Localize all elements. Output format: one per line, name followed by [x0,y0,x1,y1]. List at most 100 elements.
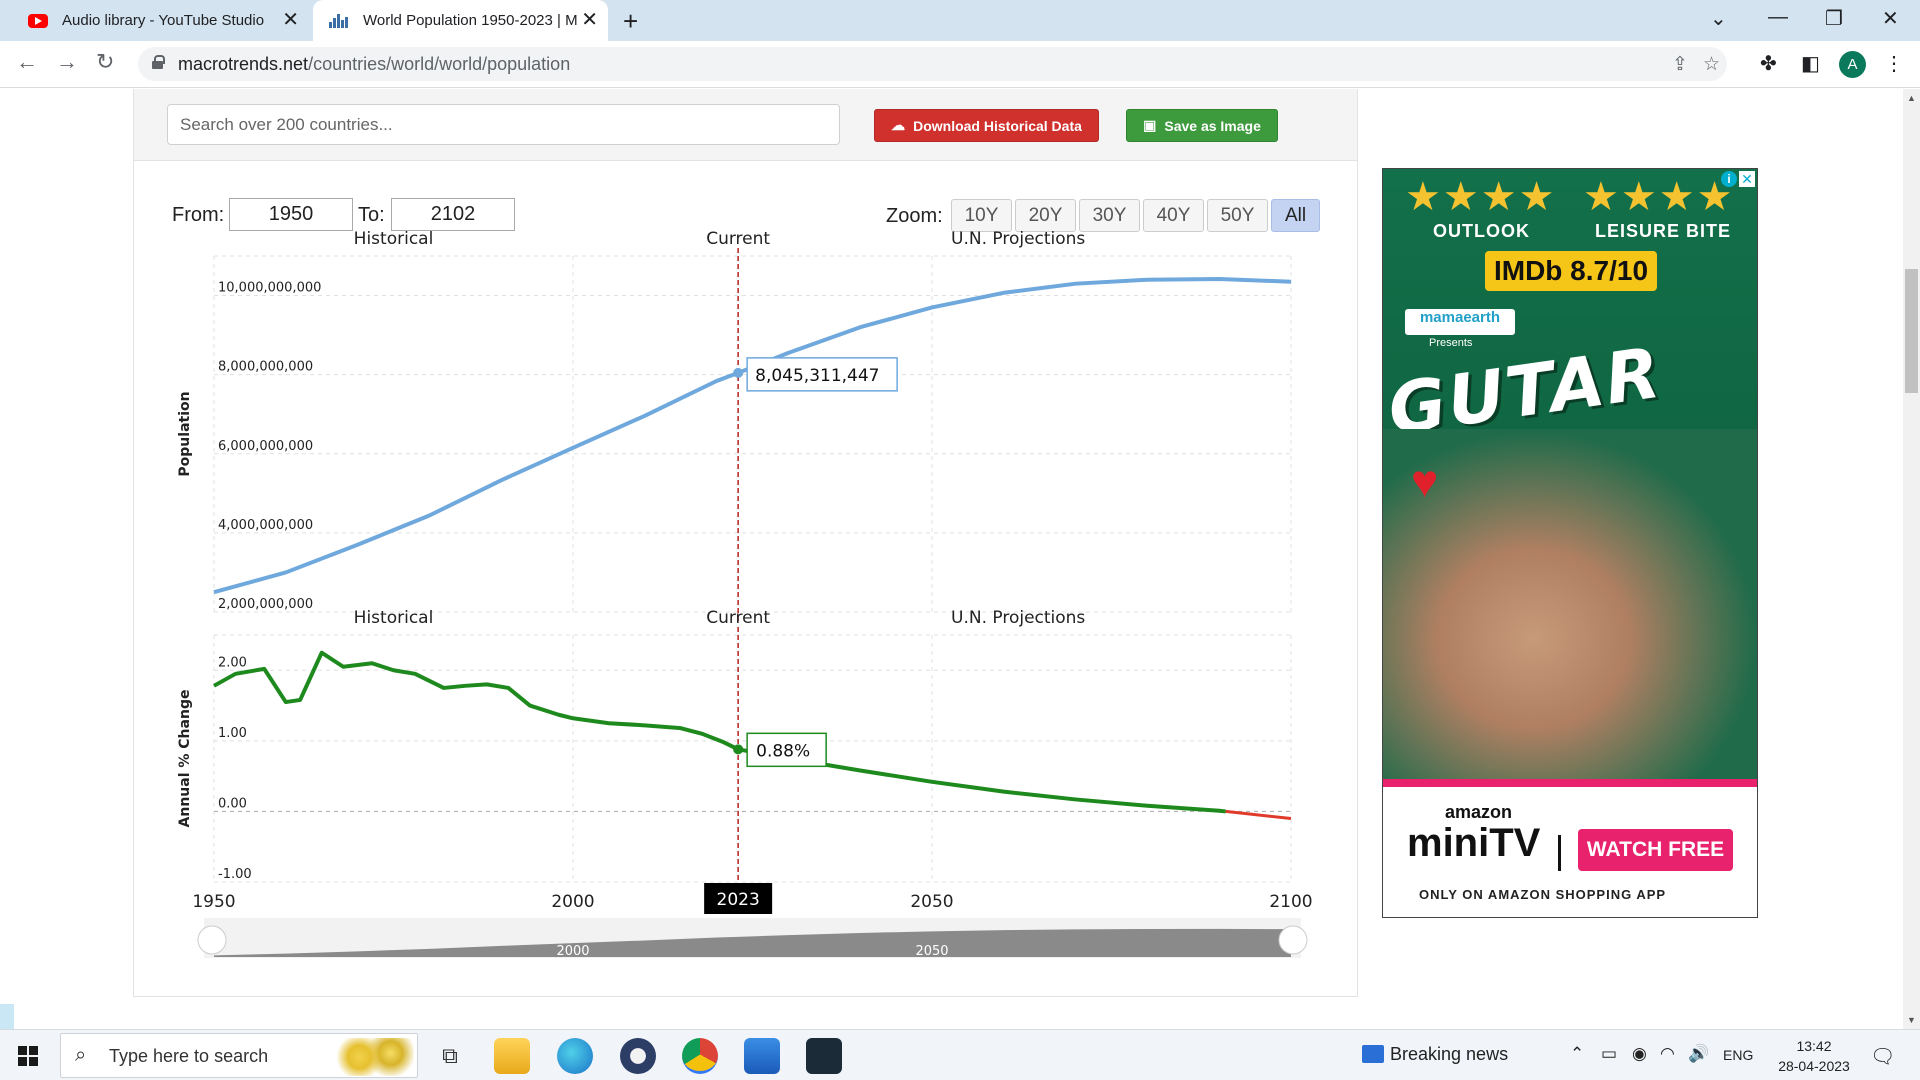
y-tick-label: 1.00 [218,726,247,741]
youtube-icon [28,13,48,28]
x-tick-label: 2100 [1269,892,1312,912]
navigator-handle-left[interactable] [197,925,227,955]
chart-card: ☁ Download Historical Data ▣ Save as Ima… [133,89,1358,997]
x-tick-label: 2000 [551,892,594,912]
growth-line-negative [1225,809,1292,820]
file-explorer-icon[interactable] [494,1038,530,1074]
zoom-20y-button[interactable]: 20Y [1015,199,1076,232]
navigator-series [214,928,1291,957]
reload-icon[interactable]: ↻ [96,49,115,74]
battery-icon[interactable]: ▭ [1601,1044,1618,1063]
clock-time: 13:42 [1796,1038,1832,1054]
rating-stars-right: ★★★★ [1583,175,1735,219]
language-indicator[interactable]: ENG [1723,1047,1754,1063]
news-icon[interactable] [1362,1045,1384,1063]
eclipse-icon[interactable] [620,1038,656,1074]
current-year-badge [704,883,773,914]
meet-icon[interactable]: ◉ [1632,1044,1647,1063]
close-tab-icon[interactable]: ✕ [282,9,299,31]
wifi-icon[interactable]: ◠ [1660,1044,1675,1063]
tab-search-icon[interactable]: ⌄ [1710,8,1727,30]
taskbar-search-box[interactable]: ⌕ Type here to search [60,1033,418,1078]
tab-macrotrends[interactable]: World Population 1950-2023 | M ✕ [313,0,608,41]
y-axis-title: Population [177,391,193,476]
bookmark-star-icon[interactable]: ☆ [1703,54,1721,75]
zoom-10y-button[interactable]: 10Y [951,199,1012,232]
news-widget[interactable]: Breaking news [1390,1044,1509,1064]
ad-photo [1383,429,1757,779]
y-tick-label: 6,000,000,000 [218,439,313,454]
windows-taskbar: ⌕ Type here to search ⧉ Breaking news ⌃ … [0,1029,1920,1080]
side-panel-icon[interactable]: ◧ [1801,53,1820,75]
restore-icon[interactable]: ❐ [1825,8,1843,30]
y-tick-label: 2.00 [218,655,247,670]
watch-free-button[interactable]: WATCH FREE [1578,829,1733,871]
close-ad-icon[interactable]: ✕ [1739,171,1755,187]
presents-text: Presents [1429,337,1473,349]
country-search-input[interactable] [167,104,840,145]
profile-avatar[interactable]: A [1839,51,1866,78]
tray-overflow-icon[interactable]: ⌃ [1570,1044,1585,1063]
growth-tooltip: 0.88% [756,741,810,761]
section-label-0: Historical [354,608,434,628]
close-tab-icon[interactable]: ✕ [581,9,598,31]
advertisement[interactable]: ★★★★ ★★★★ OUTLOOK LEISURE BITE IMDb 8.7/… [1382,168,1758,918]
y-tick-label: 4,000,000,000 [218,518,313,533]
chart-toolbar: ☁ Download Historical Data ▣ Save as Ima… [134,89,1357,161]
zoom-30y-button[interactable]: 30Y [1079,199,1140,232]
population-tooltip-box [746,357,898,392]
zoom-40y-button[interactable]: 40Y [1143,199,1204,232]
from-input[interactable]: 1950 [229,198,353,231]
save-as-image-button[interactable]: ▣ Save as Image [1126,109,1278,142]
adchoices-icon[interactable]: i [1721,171,1737,187]
menu-icon[interactable]: ⋮ [1884,53,1904,75]
zoom-50y-button[interactable]: 50Y [1207,199,1268,232]
forward-icon[interactable]: → [56,49,78,74]
windows-start-icon[interactable] [18,1046,38,1066]
chrome-icon[interactable] [682,1038,718,1074]
volume-icon[interactable]: 🔊 [1688,1044,1710,1063]
edge-icon[interactable] [557,1038,593,1074]
system-clock[interactable]: 13:42 28-04-2023 [1772,1036,1856,1076]
growth-tooltip-box [746,732,827,768]
divider [1558,835,1561,871]
minimize-icon[interactable]: — [1768,6,1788,28]
close-window-icon[interactable]: ✕ [1882,8,1899,30]
page-scrollbar[interactable]: ▲ ▼ [1903,89,1920,1029]
navigator-handle-right[interactable] [1278,925,1308,955]
scroll-down-icon[interactable]: ▼ [1907,1015,1916,1025]
y-tick-label: -1.00 [218,867,252,882]
scroll-thumb[interactable] [1905,269,1918,393]
download-historical-data-button[interactable]: ☁ Download Historical Data [874,109,1099,142]
y-tick-label: 8,000,000,000 [218,360,313,375]
tab-title: Audio library - YouTube Studio [62,12,265,29]
search-icon: ⌕ [75,1044,87,1066]
address-bar[interactable]: macrotrends.net/countries/world/world/po… [138,47,1727,81]
download-label: Download Historical Data [913,117,1082,134]
feedback-tab[interactable] [0,1004,14,1029]
tab-youtube-studio[interactable]: Audio library - YouTube Studio ✕ [14,0,309,41]
population-tooltip: 8,045,311,447 [755,366,879,386]
to-input[interactable]: 2102 [391,198,515,231]
population-line [213,276,1292,595]
store-icon[interactable] [744,1038,780,1074]
growth-line [213,650,1226,814]
x-tick-label: 1950 [192,892,235,912]
back-icon[interactable]: ← [16,49,38,74]
browser-toolbar: ← → ↻ macrotrends.net/countries/world/wo… [0,41,1920,88]
search-highlight-image [336,1038,414,1076]
zoom-all-button[interactable]: All [1271,199,1320,232]
section-label-2: U.N. Projections [951,608,1085,628]
task-view-icon[interactable]: ⧉ [442,1043,458,1068]
share-icon[interactable]: ⇪ [1672,54,1688,75]
notifications-icon[interactable]: 🗨 [1870,1046,1896,1068]
section-label-1: Current [706,229,770,249]
heart-icon: ♥ [1411,455,1439,507]
pycharm-icon[interactable] [806,1038,842,1074]
clock-date: 28-04-2023 [1778,1058,1850,1074]
scroll-up-icon[interactable]: ▲ [1907,93,1916,103]
x-tick-label: 2050 [910,892,953,912]
population-chart: Historical Current U.N. Projections 2,000,0… [177,229,1313,959]
extensions-icon[interactable]: ✤ [1760,53,1777,75]
new-tab-button[interactable]: + [623,6,639,36]
